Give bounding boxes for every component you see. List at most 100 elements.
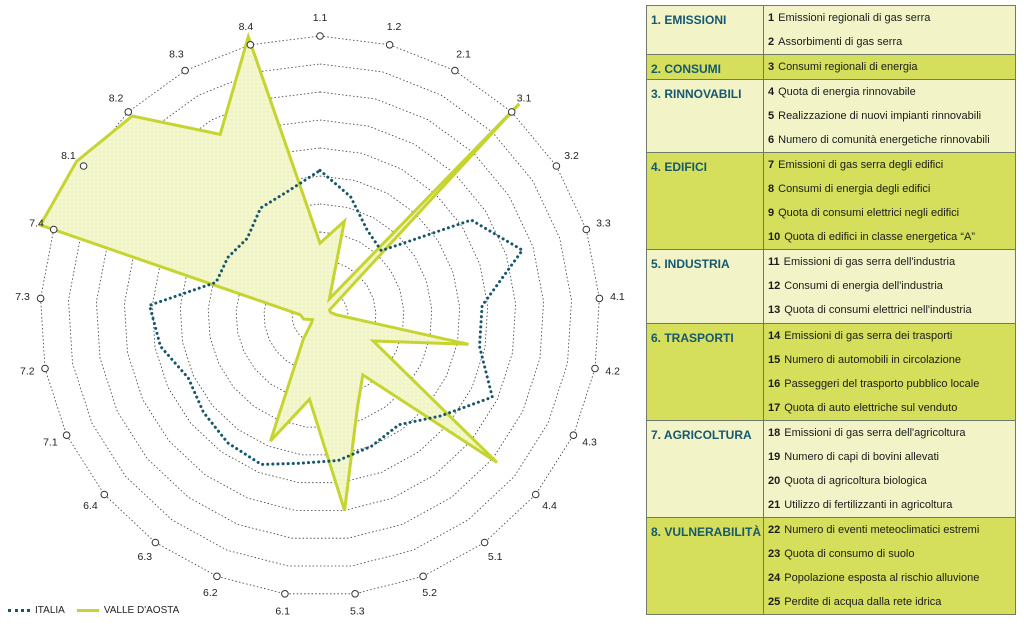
indicator-number: 20 — [768, 474, 781, 487]
axis-label: 8.4 — [239, 21, 254, 33]
axis-label: 5.1 — [488, 551, 503, 563]
indicator-text: Numero di eventi meteoclimatici estremi — [784, 523, 980, 536]
indicator-item: 4 Quota di energia rinnovabile — [764, 80, 1015, 104]
axis-marker — [552, 162, 561, 170]
axis-label: 3.1 — [517, 93, 532, 105]
indicator-item: 11 Emissioni di gas serra dell'industria — [764, 250, 1015, 274]
axis-label: 3.2 — [564, 150, 579, 162]
indicator-item: 13 Quota di consumi elettrici nell'indust… — [764, 298, 1015, 322]
indicator-item: 1 Emissioni regionali di gas serra — [764, 6, 1015, 30]
axis-label: 5.2 — [422, 587, 437, 599]
axis-label: 4.2 — [605, 366, 620, 378]
indicator-item: 21 Utilizzo di fertilizzanti in agricoltu… — [764, 493, 1015, 517]
axis-marker — [595, 294, 604, 303]
indicator-item: 15 Numero di automobili in circolazione — [764, 348, 1015, 372]
axis-label: 7.3 — [15, 291, 30, 303]
indicator-number: 19 — [768, 450, 781, 463]
indicator-text: Consumi di energia dell'industria — [784, 280, 943, 293]
indicator-number: 10 — [768, 231, 781, 244]
radar-chart: 1.1 1.2 2.1 3.1 3.2 3.3 4.1 4.2 4.3 4.4 5.1 5.2 5.3 6… — [15, 12, 625, 618]
indicator-text: Quota di consumi elettrici nell'industri… — [784, 304, 972, 317]
indicator-item: 10 Quota di edifici in classe energetica … — [764, 225, 1015, 249]
axis-marker — [591, 364, 599, 373]
indicator-text: Quota di auto elettriche sul venduto — [784, 401, 958, 414]
group-name: 8. VULNERABILITÀ — [647, 517, 764, 614]
indicator-number: 13 — [768, 304, 781, 317]
axis-label: 2.1 — [456, 49, 471, 61]
indicator-text: Popolazione esposta al rischio alluvione — [784, 571, 980, 584]
group-row: 5. INDUSTRIA 11 Emissioni di gas serra del… — [647, 250, 1015, 324]
indicator-item: 6 Numero di comunità energetiche rinnovab… — [764, 128, 1015, 152]
indicator-item: 16 Passeggeri del trasporto pubblico loca… — [764, 372, 1015, 396]
axis-label: 8.1 — [61, 150, 76, 162]
legend-item-italia: ITALIA — [8, 605, 65, 616]
axis-marker — [62, 431, 71, 440]
group-name: 3. RINNOVABILI — [647, 80, 764, 153]
indicator-number: 9 — [768, 207, 775, 220]
axis-label: 6.3 — [137, 551, 152, 563]
indicator-number: 16 — [768, 377, 781, 390]
indicator-number: 14 — [768, 329, 781, 342]
indicator-number: 1 — [768, 12, 775, 24]
series-valle-daosta — [38, 31, 521, 511]
dotted-line-swatch-icon — [8, 609, 30, 612]
axis-marker — [451, 66, 459, 75]
group-row: 7. AGRICOLTURA 18 Emissioni di gas serra d… — [647, 420, 1015, 518]
indicator-number: 18 — [768, 426, 781, 439]
axis-label: 5.3 — [350, 605, 365, 617]
indicator-number: 21 — [768, 498, 781, 511]
indicator-item: 3 Consumi regionali di energia — [764, 55, 1015, 79]
indicator-text: Quota di consumi elettrici negli edifici — [778, 207, 960, 220]
indicator-item: 17 Quota di auto elettriche sul venduto — [764, 396, 1015, 420]
indicator-text: Emissioni di gas serra degli edifici — [778, 159, 944, 172]
indicator-item: 20 Quota di agricoltura biologica — [764, 469, 1015, 493]
axis-marker — [351, 590, 359, 598]
group-row: 8. VULNERABILITÀ 22 Numero di eventi meteo… — [647, 517, 1015, 614]
axis-marker — [480, 538, 489, 547]
indicator-text: Quota di energia rinnovabile — [778, 86, 916, 99]
indicator-text: Quota di edifici in classe energetica “A… — [784, 231, 976, 244]
axis-marker — [100, 490, 109, 499]
axis-marker — [124, 108, 133, 116]
indicator-number: 11 — [768, 256, 780, 269]
group-name: 4. EDIFICI — [647, 153, 764, 250]
indicator-number: 2 — [768, 36, 775, 48]
indicator-text: Quota di agricoltura biologica — [784, 474, 927, 487]
indicator-number: 15 — [768, 353, 781, 366]
indicator-text: Emissioni di gas serra dell'industria — [783, 256, 956, 269]
indicator-item: 9 Quota di consumi elettrici negli edific… — [764, 201, 1015, 225]
axis-label: 4.3 — [582, 437, 597, 449]
group-row: 4. EDIFICI 7 Emissioni di gas serra degli … — [647, 153, 1015, 251]
axis-label: 4.1 — [610, 291, 625, 303]
indicator-number: 5 — [768, 110, 775, 123]
axis-label: 8.3 — [169, 49, 184, 61]
axis-labels: 1.1 1.2 2.1 3.1 3.2 3.3 4.1 4.2 4.3 4.4 5.1 5.2 5.3 6… — [15, 12, 625, 618]
indicator-text: Utilizzo di fertilizzanti in agricoltura — [784, 498, 953, 511]
indicator-item: 12 Consumi di energia dell'industria — [764, 274, 1015, 298]
indicator-number: 4 — [768, 86, 775, 99]
group-row: 6. TRASPORTI 14 Emissioni di gas serra dei… — [647, 323, 1015, 421]
indicator-number: 3 — [768, 61, 775, 74]
indicator-number: 7 — [768, 159, 775, 172]
indicator-text: Realizzazione di nuovi impianti rinnovab… — [778, 110, 982, 123]
axis-label: 7.4 — [29, 218, 44, 230]
axis-label: 1.1 — [313, 12, 328, 24]
group-row: 3. RINNOVABILI 4 Quota di energia rinnovab… — [647, 80, 1015, 154]
indicator-item: 25 Perdite di acqua dalla rete idrica — [764, 590, 1015, 614]
indicator-text: Numero di automobili in circolazione — [784, 353, 961, 366]
axis-label: 6.4 — [83, 500, 98, 512]
series-italia — [147, 168, 525, 466]
indicator-text: Consumi regionali di energia — [778, 61, 918, 74]
axis-marker — [419, 572, 427, 581]
indicator-item: 19 Numero di capi di bovini allevati — [764, 445, 1015, 469]
indicator-item: 7 Emissioni di gas serra degli edifici — [764, 153, 1015, 177]
axis-marker — [531, 490, 540, 499]
axis-label: 6.2 — [203, 587, 218, 599]
indicator-text: Numero di comunità energetiche rinnovabi… — [778, 134, 990, 147]
indicator-item: 5 Realizzazione di nuovi impianti rinnova… — [764, 104, 1015, 128]
group-name: 2. CONSUMI — [647, 55, 764, 80]
axis-marker — [181, 66, 189, 75]
indicator-number: 23 — [768, 547, 781, 560]
group-row: 1. EMISSIONI 1 Emissioni regionali di gas … — [647, 6, 1015, 56]
chart-legend: ITALIA VALLE D'AOSTA — [8, 605, 179, 616]
